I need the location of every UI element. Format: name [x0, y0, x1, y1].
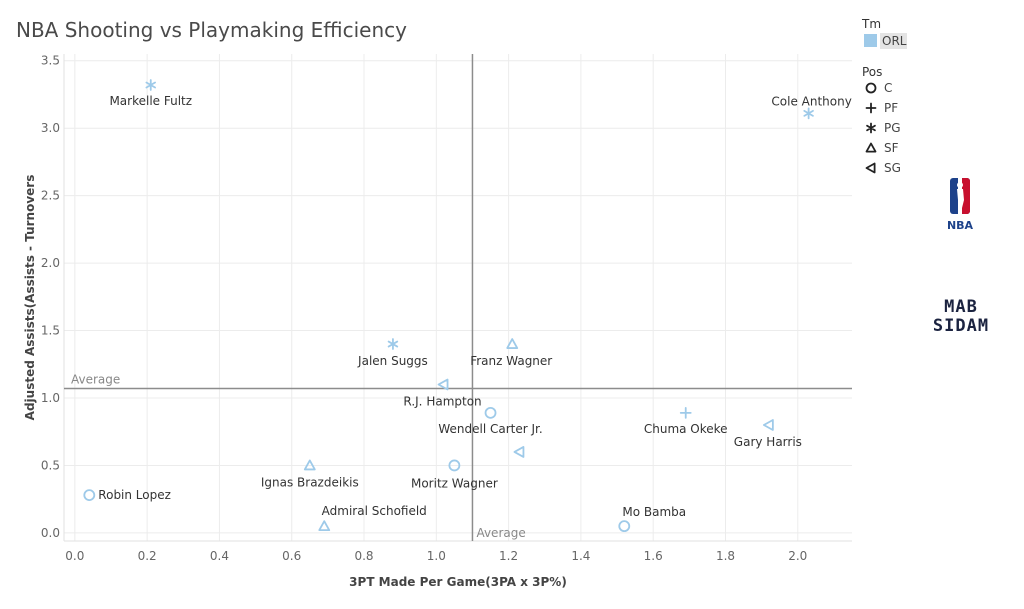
x-tick-label: 1.8 [716, 549, 735, 563]
x-average-label: Average [476, 526, 525, 540]
point-label: Cole Anthony [771, 94, 851, 108]
nba-logo: NBA [944, 178, 976, 232]
point-label: Moritz Wagner [411, 476, 498, 490]
legend-shape-circle-icon [865, 82, 877, 94]
legend-shape-label: PG [884, 121, 901, 135]
legend-color-title: Tm [861, 17, 881, 31]
data-point [513, 446, 525, 458]
point-label: R.J. Hampton [403, 395, 481, 409]
chart-title: NBA Shooting vs Playmaking Efficiency [16, 18, 407, 42]
brand-line-2: SIDAM [932, 316, 990, 336]
nba-logo-text: NBA [947, 219, 974, 232]
data-point [437, 378, 449, 391]
y-tick-label: 0.0 [41, 526, 60, 540]
data-point [506, 338, 519, 349]
x-axis-title: 3PT Made Per Game(3PA x 3P%) [349, 575, 567, 589]
point-label: Wendell Carter Jr. [438, 422, 542, 436]
legend-shape-label: PF [884, 101, 898, 115]
y-average-label: Average [71, 373, 120, 387]
y-tick-label: 2.0 [41, 256, 60, 270]
x-tick-label: 1.4 [571, 549, 590, 563]
legend-shape-label: C [884, 81, 892, 95]
brand-line-1: MAB [944, 297, 978, 317]
axes: 0.0 0.2 0.4 0.6 0.8 1.0 1.2 1.4 1.6 1.8 2.0 0.0 0.5 1… [23, 54, 852, 589]
data-point [387, 338, 399, 350]
x-tick-label: 1.0 [427, 549, 446, 563]
x-tick-label: 1.6 [644, 549, 663, 563]
point-label: Franz Wagner [470, 354, 552, 368]
data-point [762, 419, 774, 431]
grid-lines [64, 54, 852, 541]
mab-sidam-logo: MAB SIDAM [922, 298, 1000, 336]
x-tick-label: 2.0 [788, 549, 807, 563]
point-labels: Markelle Fultz Cole Anthony Jalen Suggs Fra… [98, 94, 852, 519]
data-point [618, 520, 631, 533]
data-point [303, 459, 316, 471]
data-point [318, 520, 331, 532]
legend-color-highlight [880, 33, 907, 49]
point-label: Robin Lopez [98, 488, 171, 502]
data-point [803, 107, 814, 120]
x-tick-label: 0.6 [282, 549, 301, 563]
y-tick-label: 3.5 [41, 54, 60, 68]
data-point [83, 489, 96, 502]
point-label: Ignas Brazdeikis [261, 475, 359, 489]
legend-shape-label: SF [884, 141, 899, 155]
legend-color-swatch [864, 34, 877, 47]
data-point [145, 79, 156, 91]
x-tick-label: 0.4 [210, 549, 229, 563]
data-point [448, 459, 461, 472]
y-tick-label: 0.5 [41, 458, 60, 472]
x-tick-label: 1.2 [499, 549, 518, 563]
point-label: Admiral Schofield [322, 504, 427, 518]
legend-shape-plus-icon [865, 102, 877, 114]
legend-shape-triangle-left-icon [865, 162, 876, 174]
reference-lines: Average Average [64, 54, 852, 541]
data-points [83, 79, 814, 533]
y-tick-label: 1.0 [41, 391, 60, 405]
point-label: Markelle Fultz [109, 94, 192, 108]
y-axis-title: Adjusted Assists(Assists - Turnovers [23, 175, 37, 421]
data-point [679, 406, 692, 419]
point-label: Mo Bamba [622, 505, 686, 519]
y-tick-label: 2.5 [41, 189, 60, 203]
y-tick-label: 3.0 [41, 121, 60, 135]
legend-shape-triangle-icon [865, 142, 877, 153]
x-tick-label: 0.2 [138, 549, 157, 563]
legend-shape-title: Pos [862, 65, 882, 79]
legend-shape-label: SG [884, 161, 901, 175]
point-label: Gary Harris [734, 435, 802, 449]
y-tick-label: 1.5 [41, 324, 60, 338]
point-label: Chuma Okeke [644, 422, 728, 436]
x-tick-label: 0.0 [65, 549, 84, 563]
x-tick-label: 0.8 [354, 549, 373, 563]
point-label: Jalen Suggs [357, 354, 428, 368]
data-point [484, 406, 497, 419]
legend-shape-asterisk-icon [866, 122, 876, 134]
legend-color-label: ORL [882, 34, 907, 48]
